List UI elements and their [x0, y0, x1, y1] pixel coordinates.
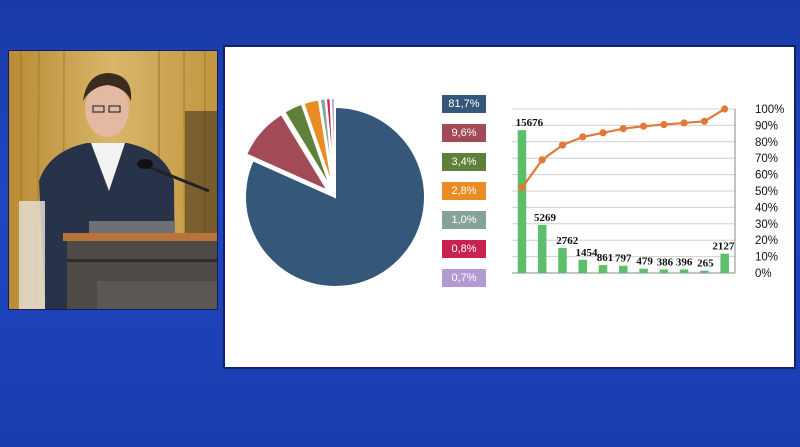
cumulative-point	[558, 141, 567, 149]
legend-item: 81,7%	[442, 95, 486, 113]
pareto-bar	[659, 269, 669, 273]
bar-value-label: 479	[636, 256, 653, 268]
pareto-bar	[537, 224, 547, 273]
bar-value-label: 1454	[575, 247, 598, 259]
pareto-bar	[720, 253, 729, 273]
bar-value-label: 396	[676, 256, 693, 268]
bar-value-label: 5269	[534, 212, 557, 224]
y2-tick-label: 70%	[755, 153, 778, 165]
cumulative-point	[660, 120, 668, 129]
presentation-slide: 15676 5269 2762 1454 861 797 479 386 396 265 2127 0…	[225, 47, 794, 367]
pareto-bar	[558, 247, 567, 273]
pie-chart	[244, 97, 426, 288]
bar-value-label: 15676	[516, 117, 544, 129]
cumulative-point	[579, 133, 587, 141]
pie-slice	[244, 112, 331, 194]
pareto-bar	[679, 269, 689, 273]
cumulative-point	[721, 105, 729, 113]
y2-tick-label: 10%	[755, 252, 778, 264]
y2-tick-label: 100%	[755, 104, 784, 116]
cumulative-point	[639, 122, 648, 130]
cumulative-point	[518, 184, 526, 192]
cumulative-point	[538, 156, 546, 164]
legend-item: 3,4%	[442, 153, 486, 171]
cumulative-point	[599, 129, 607, 137]
legend-item: 2,8%	[442, 182, 486, 200]
pareto-bar	[700, 270, 709, 273]
pie-slice	[302, 98, 334, 189]
bar-value-label: 2762	[556, 235, 579, 247]
cumulative-point	[680, 119, 688, 127]
y2-tick-label: 50%	[755, 186, 778, 198]
bar-value-label: 2127	[712, 241, 735, 253]
bar-value-label: 797	[615, 253, 632, 265]
y2-tick-label: 80%	[755, 137, 778, 149]
pie-slice	[329, 97, 336, 189]
speaker-video-image	[9, 51, 217, 309]
y2-tick-label: 30%	[755, 219, 778, 231]
pareto-bar	[639, 268, 648, 273]
y2-tick-label: 60%	[755, 170, 778, 182]
pareto-bar	[619, 265, 628, 273]
cumulative-line	[521, 108, 726, 189]
legend-item: 0,7%	[442, 269, 486, 287]
pareto-bar	[598, 265, 608, 273]
y2-tick-label: 40%	[755, 202, 778, 214]
y2-tick-label: 20%	[755, 235, 778, 247]
bar-value-label: 265	[697, 258, 714, 270]
y2-tick-label: 0%	[755, 268, 772, 280]
cumulative-point	[700, 117, 708, 125]
legend-item: 1,0%	[442, 211, 486, 229]
y2-tick-label: 90%	[755, 120, 778, 132]
pie-slice	[283, 102, 333, 190]
cumulative-point	[619, 125, 627, 133]
bar-value-label: 386	[657, 256, 674, 268]
legend-item: 9,6%	[442, 124, 486, 142]
bar-value-label: 861	[597, 252, 614, 264]
pie-slice	[244, 105, 426, 288]
speaker-video-feed	[9, 51, 217, 309]
pareto-bar	[517, 130, 527, 273]
pareto-bar	[578, 259, 588, 273]
legend-item: 0,8%	[442, 240, 486, 258]
